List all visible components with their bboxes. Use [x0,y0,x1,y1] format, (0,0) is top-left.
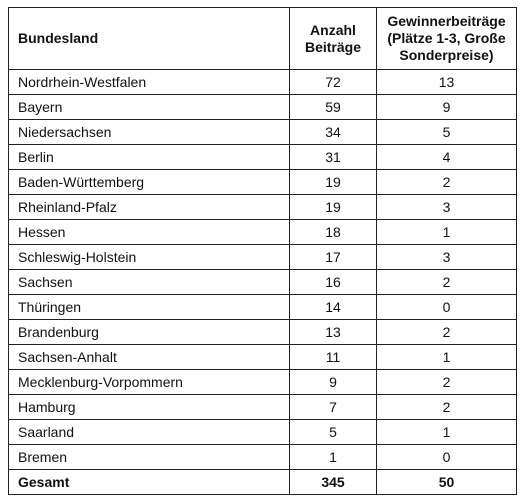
cell-state: Bremen [8,444,290,470]
cell-winners: 2 [376,369,517,395]
cell-entries: 13 [289,319,377,345]
cell-entries: 34 [289,119,377,145]
cell-entries: 19 [289,194,377,220]
cell-winners: 0 [376,294,517,320]
cell-state: Saarland [8,419,290,445]
table-header-row: Bundesland Anzahl Beiträge Gewinnerbeitr… [8,7,517,70]
cell-entries: 5 [289,419,377,445]
cell-state: Brandenburg [8,319,290,345]
header-winners-line2: (Plätze 1-3, Große [387,30,506,46]
table-row: Berlin 31 4 [8,144,517,170]
header-winners-line1: Gewinnerbeiträge [387,13,506,29]
cell-state: Nordrhein-Westfalen [8,69,290,95]
cell-winners: 1 [376,419,517,445]
header-winners-line3: Sonderpreise) [399,47,494,63]
cell-entries: 17 [289,244,377,270]
cell-state: Berlin [8,144,290,170]
cell-winners: 2 [376,394,517,420]
table-row: Mecklenburg-Vorpommern 9 2 [8,369,517,395]
cell-state: Mecklenburg-Vorpommern [8,369,290,395]
cell-state: Sachsen-Anhalt [8,344,290,370]
cell-winners: 3 [376,244,517,270]
cell-winners: 0 [376,444,517,470]
header-entries-line1: Anzahl [310,21,356,38]
total-label: Gesamt [8,469,290,495]
cell-state: Niedersachsen [8,119,290,145]
table-row: Brandenburg 13 2 [8,319,517,345]
total-winners: 50 [376,469,517,495]
table-row: Baden-Württemberg 19 2 [8,169,517,195]
table-row: Thüringen 14 0 [8,294,517,320]
cell-entries: 72 [289,69,377,95]
cell-entries: 14 [289,294,377,320]
table-row: Hessen 18 1 [8,219,517,245]
cell-state: Hamburg [8,394,290,420]
table-row: Hamburg 7 2 [8,394,517,420]
table-row: Bremen 1 0 [8,444,517,470]
table-row: Niedersachsen 34 5 [8,119,517,145]
table-row: Nordrhein-Westfalen 72 13 [8,69,517,95]
cell-state: Schleswig-Holstein [8,244,290,270]
cell-entries: 11 [289,344,377,370]
table-row: Bayern 59 9 [8,94,517,120]
header-entries-line2: Beiträge [304,38,362,55]
total-entries: 345 [289,469,377,495]
cell-entries: 1 [289,444,377,470]
results-table: Bundesland Anzahl Beiträge Gewinnerbeitr… [8,7,517,495]
cell-entries: 9 [289,369,377,395]
cell-winners: 1 [376,219,517,245]
cell-state: Baden-Württemberg [8,169,290,195]
cell-winners: 13 [376,69,517,95]
cell-entries: 18 [289,219,377,245]
cell-state: Rheinland-Pfalz [8,194,290,220]
cell-entries: 31 [289,144,377,170]
header-winners: Gewinnerbeiträge (Plätze 1-3, Große Sond… [376,7,517,70]
header-entries: Anzahl Beiträge [289,7,377,70]
cell-state: Sachsen [8,269,290,295]
cell-entries: 19 [289,169,377,195]
cell-winners: 5 [376,119,517,145]
cell-state: Bayern [8,94,290,120]
cell-state: Hessen [8,219,290,245]
cell-entries: 59 [289,94,377,120]
table-row: Sachsen 16 2 [8,269,517,295]
cell-entries: 16 [289,269,377,295]
cell-winners: 3 [376,194,517,220]
table-row: Sachsen-Anhalt 11 1 [8,344,517,370]
cell-winners: 2 [376,169,517,195]
results-table-container: Bundesland Anzahl Beiträge Gewinnerbeitr… [8,7,517,495]
table-total-row: Gesamt 345 50 [8,469,517,495]
cell-entries: 7 [289,394,377,420]
cell-winners: 2 [376,269,517,295]
table-row: Rheinland-Pfalz 19 3 [8,194,517,220]
cell-winners: 4 [376,144,517,170]
header-state: Bundesland [8,7,290,70]
cell-state: Thüringen [8,294,290,320]
cell-winners: 1 [376,344,517,370]
cell-winners: 2 [376,319,517,345]
table-row: Saarland 5 1 [8,419,517,445]
table-row: Schleswig-Holstein 17 3 [8,244,517,270]
cell-winners: 9 [376,94,517,120]
